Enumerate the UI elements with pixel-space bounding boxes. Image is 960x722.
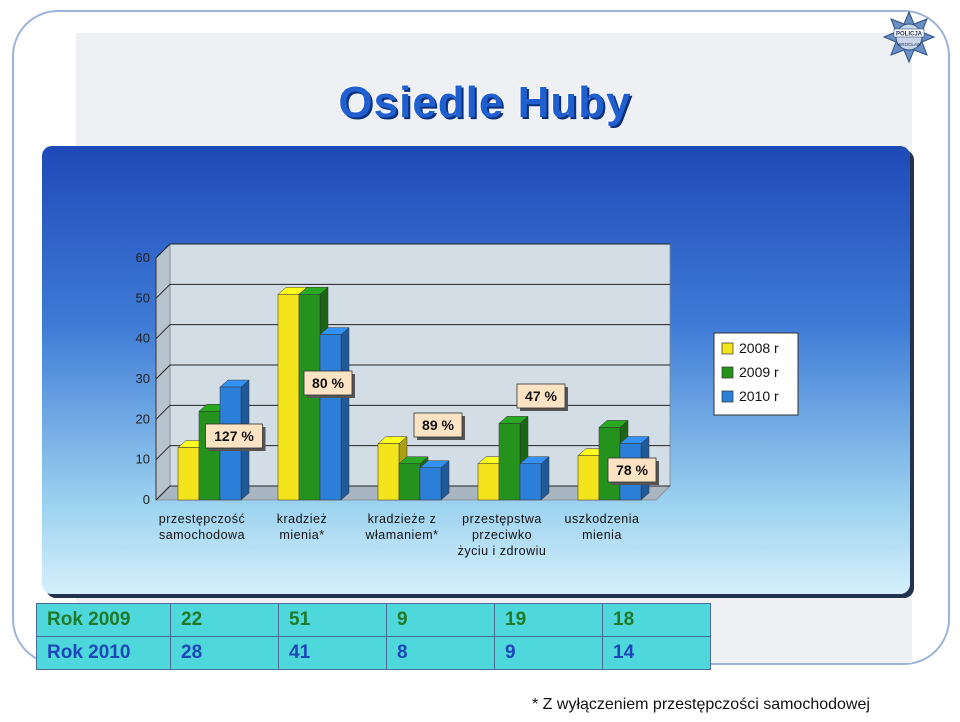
- x-category-label: przeciwko: [472, 528, 532, 542]
- bar: [419, 467, 442, 501]
- legend-swatch: [721, 390, 734, 403]
- annotation-box: [607, 457, 657, 483]
- x-category-label: życiu i zdrowiu: [458, 544, 547, 558]
- annotation-label: 127 %: [214, 428, 254, 444]
- table-cell: 9: [494, 636, 603, 670]
- annotation-box: [413, 412, 463, 438]
- x-category-label: przestępczość: [159, 512, 245, 526]
- row-label: Rok 2010: [36, 636, 171, 670]
- legend-swatch: [721, 342, 734, 355]
- legend-label: 2009 r: [739, 364, 779, 380]
- x-category-label: mienia*: [279, 528, 324, 542]
- y-tick-label: 40: [136, 331, 150, 346]
- gridline-side: [155, 404, 171, 420]
- table-cell: 28: [170, 636, 279, 670]
- table-cell: 51: [278, 603, 387, 637]
- gridline-side: [155, 243, 171, 259]
- bar: [377, 443, 400, 501]
- table-row: Rok 2009 22 51 9 19 18: [36, 603, 711, 637]
- y-tick-label: 60: [136, 250, 150, 265]
- gridline-side: [155, 283, 171, 299]
- annotation-label: 80 %: [312, 375, 344, 391]
- table-cell: 14: [602, 636, 711, 670]
- x-category-label: włamaniem*: [364, 528, 438, 542]
- legend-label: 2010 r: [739, 388, 779, 404]
- annotation-box: [205, 423, 263, 449]
- bar: [398, 463, 421, 501]
- annotation-label: 78 %: [616, 462, 648, 478]
- annotation-box: [516, 383, 566, 409]
- bar: [177, 447, 200, 501]
- table-cell: 22: [170, 603, 279, 637]
- badge-subtext: WROCŁAW: [897, 42, 922, 47]
- x-category-label: kradzież: [277, 512, 328, 526]
- table-cell: 19: [494, 603, 603, 637]
- y-tick-label: 0: [143, 492, 150, 507]
- y-tick-label: 30: [136, 371, 150, 386]
- row-label: Rok 2009: [36, 603, 171, 637]
- badge-text: POLICJA: [896, 32, 923, 38]
- x-category-label: mienia: [582, 528, 622, 542]
- page-title: Osiedle Huby: [338, 78, 632, 127]
- table-cell: 41: [278, 636, 387, 670]
- gridline-side: [155, 445, 171, 461]
- legend-label: 2008 r: [739, 340, 779, 356]
- police-badge-icon: POLICJA WROCŁAW: [882, 10, 936, 64]
- data-table: Rok 2009 22 51 9 19 18 Rok 2010 28 41 8 …: [36, 603, 711, 670]
- bar: [519, 463, 542, 501]
- table-row: Rok 2010 28 41 8 9 14: [36, 636, 711, 670]
- bar: [577, 455, 600, 501]
- table-cell: 18: [602, 603, 711, 637]
- bar: [277, 294, 300, 501]
- x-category-label: przestępstwa: [462, 512, 542, 526]
- table-cell: 9: [386, 603, 495, 637]
- gridline-side: [155, 324, 171, 340]
- legend-swatch: [721, 366, 734, 379]
- gridline-side: [155, 485, 171, 501]
- annotation-label: 47 %: [525, 388, 557, 404]
- bar-side: [540, 456, 550, 501]
- footnote: * Z wyłączeniem przestępczości samochodo…: [532, 696, 870, 713]
- table-cell: 8: [386, 636, 495, 670]
- bar: [319, 334, 342, 501]
- annotation-box: [303, 370, 353, 396]
- gridline-side: [155, 364, 171, 380]
- bar: [477, 463, 500, 501]
- annotation-label: 89 %: [422, 417, 454, 433]
- y-tick-label: 50: [136, 290, 150, 305]
- bar-side: [340, 327, 350, 501]
- bar: [498, 423, 521, 501]
- y-tick-label: 10: [136, 452, 150, 467]
- y-tick-label: 20: [136, 411, 150, 426]
- x-category-label: samochodowa: [159, 528, 245, 542]
- x-category-label: uszkodzenia: [565, 512, 640, 526]
- x-category-label: kradzieże z: [368, 512, 437, 526]
